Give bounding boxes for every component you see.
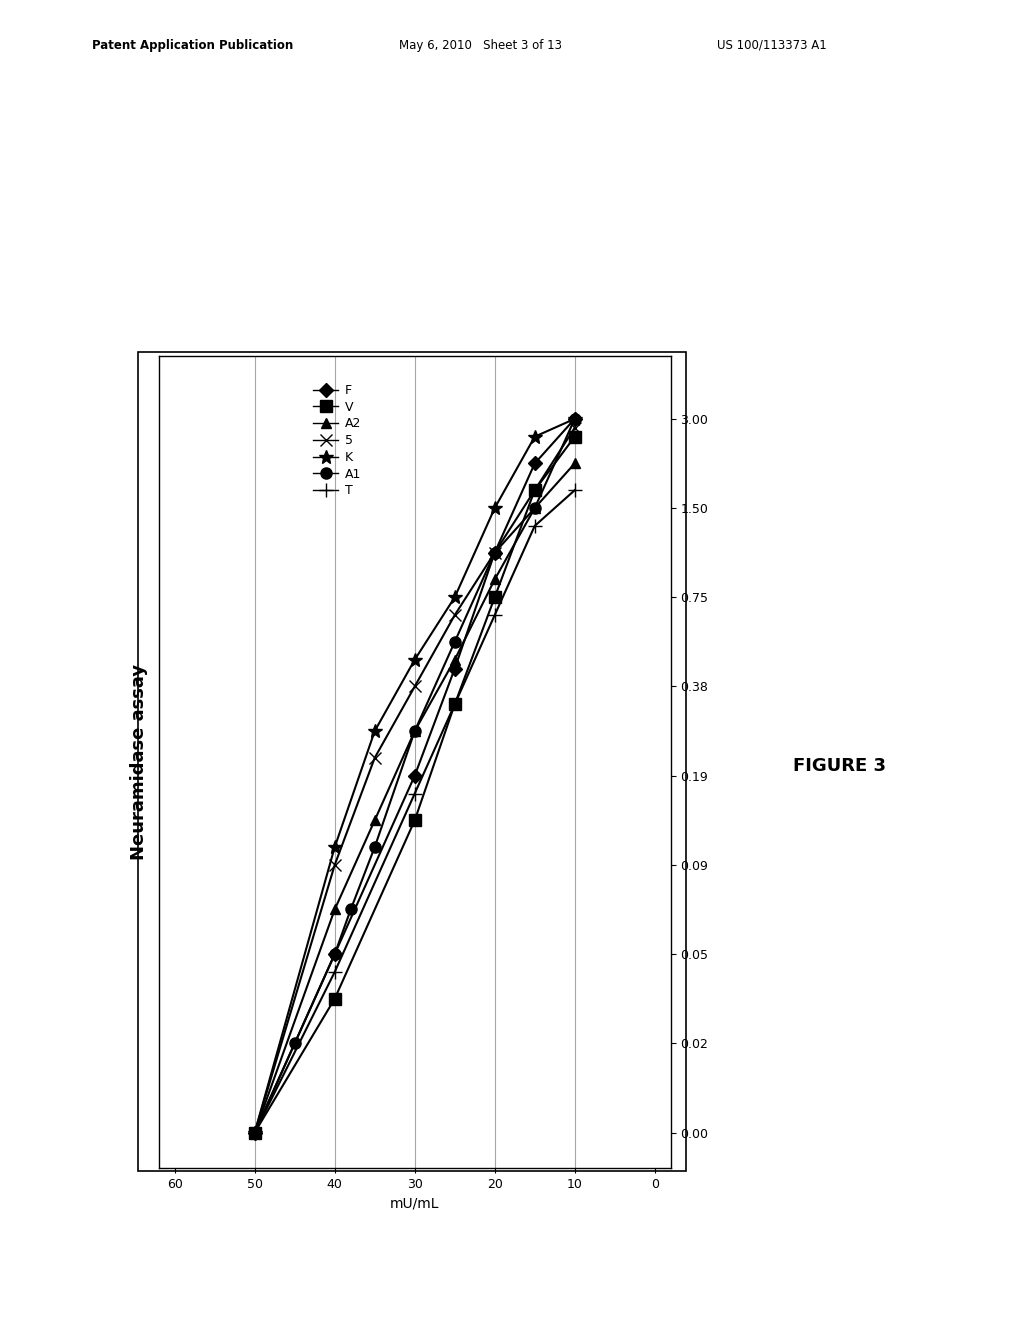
- 5: [528, 482, 541, 498]
- K: [369, 723, 381, 739]
- A2: [488, 572, 501, 587]
- A1: [369, 840, 381, 855]
- A2: [369, 812, 381, 828]
- A1: [329, 946, 341, 962]
- 5: [249, 1125, 261, 1140]
- A1: [449, 634, 461, 649]
- K: [449, 589, 461, 605]
- T: [329, 964, 341, 979]
- Line: T: T: [248, 483, 582, 1139]
- F: [249, 1125, 261, 1140]
- T: [528, 517, 541, 533]
- Line: A1: A1: [249, 413, 581, 1138]
- 5: [488, 545, 501, 561]
- F: [409, 768, 421, 784]
- V: [329, 991, 341, 1007]
- 5: [329, 857, 341, 873]
- 5: [409, 678, 421, 694]
- V: [528, 482, 541, 498]
- F: [488, 545, 501, 561]
- 5: [449, 607, 461, 623]
- K: [409, 652, 421, 668]
- T: [568, 482, 581, 498]
- Text: US 100/113373 A1: US 100/113373 A1: [717, 38, 826, 51]
- A2: [449, 652, 461, 668]
- Legend: F, V, A2, 5, K, A1, T: F, V, A2, 5, K, A1, T: [308, 379, 366, 503]
- Line: K: K: [248, 412, 582, 1139]
- Y-axis label: Neuramidase assay: Neuramidase assay: [130, 664, 147, 861]
- A2: [409, 723, 421, 739]
- T: [249, 1125, 261, 1140]
- Text: Patent Application Publication: Patent Application Publication: [92, 38, 294, 51]
- V: [488, 589, 501, 605]
- A2: [528, 500, 541, 516]
- A1: [409, 723, 421, 739]
- A1: [344, 902, 357, 917]
- A2: [329, 902, 341, 917]
- A1: [488, 545, 501, 561]
- T: [488, 607, 501, 623]
- K: [488, 500, 501, 516]
- 5: [369, 750, 381, 766]
- F: [568, 411, 581, 426]
- Text: May 6, 2010   Sheet 3 of 13: May 6, 2010 Sheet 3 of 13: [399, 38, 562, 51]
- Text: FIGURE 3: FIGURE 3: [794, 756, 886, 775]
- V: [568, 429, 581, 445]
- K: [329, 840, 341, 855]
- K: [249, 1125, 261, 1140]
- A1: [568, 411, 581, 426]
- A1: [289, 1035, 301, 1051]
- K: [568, 411, 581, 426]
- A1: [528, 500, 541, 516]
- F: [329, 946, 341, 962]
- K: [528, 429, 541, 445]
- Line: F: F: [250, 414, 580, 1138]
- A1: [249, 1125, 261, 1140]
- Line: 5: 5: [249, 422, 581, 1138]
- A2: [249, 1125, 261, 1140]
- V: [449, 697, 461, 713]
- F: [449, 661, 461, 677]
- V: [409, 812, 421, 828]
- A2: [568, 455, 581, 471]
- F: [528, 455, 541, 471]
- X-axis label: mU/mL: mU/mL: [390, 1196, 439, 1210]
- V: [249, 1125, 261, 1140]
- T: [409, 785, 421, 801]
- Line: A2: A2: [250, 458, 580, 1138]
- 5: [568, 420, 581, 436]
- Line: V: V: [249, 432, 581, 1138]
